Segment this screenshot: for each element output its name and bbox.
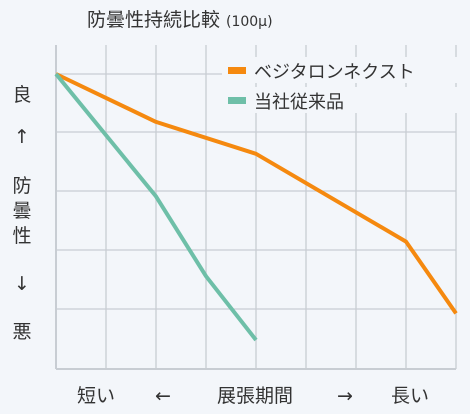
legend-swatch-1 xyxy=(228,97,246,104)
y-label-bad: 悪 xyxy=(12,321,31,343)
x-arrow-right: → xyxy=(337,385,353,407)
x-label-short: 短い xyxy=(77,385,115,407)
chart-title: 防曇性持続比較 xyxy=(87,9,220,31)
y-label-char-2: 性 xyxy=(12,225,31,247)
series-line-1 xyxy=(54,72,258,342)
y-arrow-up: ↑ xyxy=(14,126,30,148)
legend-bg-1 xyxy=(222,87,462,113)
legend-label-0: ベジタロンネクスト xyxy=(254,62,415,83)
x-label-long: 長い xyxy=(391,385,429,407)
y-arrow-down: ↓ xyxy=(14,273,30,295)
chart-title-unit: (100μ) xyxy=(226,14,273,30)
x-label-center: 展張期間 xyxy=(217,385,293,407)
y-label-good: 良 xyxy=(12,84,31,106)
y-label-char-0: 防 xyxy=(12,175,31,197)
series-line-0 xyxy=(55,72,458,315)
legend-bg-0 xyxy=(222,57,462,83)
legend-swatch-0 xyxy=(228,67,246,74)
legend-label-1: 当社従来品 xyxy=(254,92,344,113)
series-group xyxy=(54,72,458,342)
y-label-char-1: 曇 xyxy=(12,200,31,222)
x-arrow-left: ← xyxy=(155,385,171,407)
